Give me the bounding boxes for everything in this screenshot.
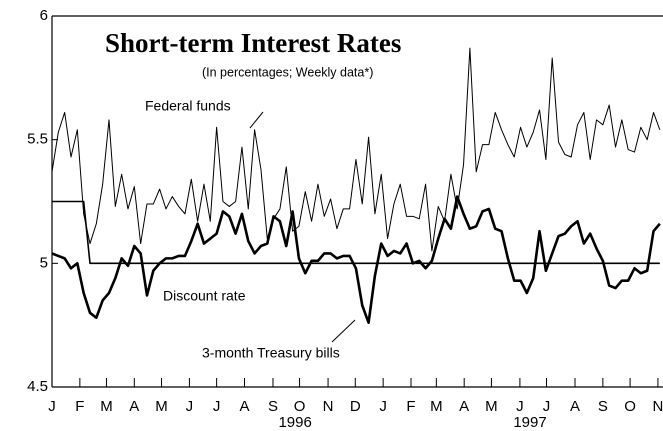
chart-title: Short-term Interest Rates [105,28,401,58]
y-tick-label: 6 [40,7,48,24]
leader-line [249,111,264,129]
x-tick-label: M [155,398,168,415]
x-tick-label: N [323,398,334,415]
x-tick-label: J [48,398,56,415]
x-tick-label: A [570,398,580,415]
x-tick-label: J [379,398,387,415]
series-label: Federal funds [145,98,231,114]
plot-area [52,47,661,324]
series-line [52,47,661,252]
x-tick-label: M [430,398,443,415]
x-tick-label: A [239,398,249,415]
x-tick-label: F [406,398,415,415]
x-tick-label: F [75,398,84,415]
year-label: 1997 [513,414,546,431]
x-tick-label: J [516,398,524,415]
leader-line [331,319,356,343]
y-tick-label: 4.5 [27,378,48,395]
series-line [52,200,660,265]
x-tick-label: J [213,398,221,415]
series-line [52,195,661,324]
x-tick-label: A [129,398,139,415]
year-label: 1996 [278,414,311,431]
x-tick-label: S [268,398,278,415]
x-tick-label: A [459,398,469,415]
series-label: 3-month Treasury bills [202,345,340,361]
x-tick-label: O [294,398,306,415]
x-tick-label: N [653,398,663,415]
x-tick-label: S [598,398,608,415]
x-tick-label: J [186,398,194,415]
x-tick-label: D [350,398,361,415]
x-tick-label: M [100,398,113,415]
y-tick-label: 5 [40,254,48,271]
chart-subtitle: (In percentages; Weekly data*) [202,65,373,79]
y-tick-label: 5.5 [27,131,48,148]
x-tick-label: J [543,398,551,415]
x-tick-label: M [485,398,498,415]
series-label: Discount rate [163,288,246,304]
x-tick-label: O [624,398,636,415]
